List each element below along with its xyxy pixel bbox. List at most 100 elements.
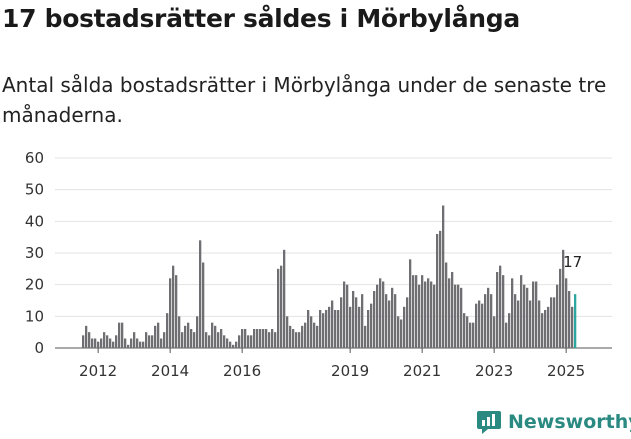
bar [382, 281, 385, 348]
bar [142, 341, 145, 348]
bar [532, 281, 535, 348]
bar [265, 329, 268, 348]
bar [193, 332, 196, 348]
x-tick-label-2016: 2016 [223, 362, 261, 380]
bar [418, 284, 421, 348]
chart-subtitle: Antal sålda bostadsrätter i Mörbylånga u… [2, 73, 607, 127]
bar [442, 205, 445, 348]
bar [205, 332, 208, 348]
bar [115, 335, 118, 348]
bar [562, 249, 565, 348]
bar [517, 300, 520, 348]
bar [553, 297, 556, 348]
bar [364, 325, 367, 348]
y-tick-label-30: 30 [25, 244, 44, 262]
axis-labels: 0 10 20 30 40 50 60 17 2012 2014 2016 2019 2021 2023 2… [25, 149, 585, 380]
bar [556, 284, 559, 348]
bar [394, 294, 397, 348]
bar [292, 329, 295, 348]
bar [247, 335, 250, 348]
bar [409, 259, 412, 348]
bar-chart: 0 10 20 30 40 50 60 17 2012 2014 2016 2019 2021 2023 2… [25, 149, 612, 380]
bar [385, 294, 388, 348]
bar [295, 332, 298, 348]
bar [520, 275, 523, 348]
bar [148, 335, 151, 348]
bar [469, 322, 472, 348]
bar [112, 341, 115, 348]
y-tick-label-20: 20 [25, 276, 44, 294]
bar [91, 338, 94, 348]
bar [463, 313, 466, 348]
bar [208, 335, 211, 348]
bar [250, 335, 253, 348]
x-tick-label-2014: 2014 [151, 362, 189, 380]
newsworthy-brand[interactable]: Newsworthy [476, 407, 631, 437]
highlight-value-label: 17 [563, 253, 582, 271]
bar [499, 265, 502, 348]
x-tick-label-2025: 2025 [547, 362, 585, 380]
bar [235, 341, 238, 348]
bar [547, 306, 550, 348]
x-tick-label-2019: 2019 [331, 362, 369, 380]
bar [331, 300, 334, 348]
gridlines [55, 157, 612, 353]
bar [85, 325, 88, 348]
bar [433, 284, 436, 348]
bar [568, 291, 571, 348]
bar [175, 275, 178, 348]
bar [550, 297, 553, 348]
bar [304, 322, 307, 348]
bar [259, 329, 262, 348]
bar [445, 262, 448, 348]
bar [106, 335, 109, 348]
bar [448, 278, 451, 348]
bar [484, 294, 487, 348]
bar [199, 240, 202, 348]
bar [391, 287, 394, 348]
bar [124, 338, 127, 348]
bar [349, 306, 352, 348]
bar [454, 284, 457, 348]
bar [268, 332, 271, 348]
bar [457, 284, 460, 348]
y-tick-label-0: 0 [34, 339, 44, 357]
bar [280, 265, 283, 348]
chart-title: 17 bostadsrätter såldes i Mörbylånga [2, 4, 520, 33]
bar [400, 319, 403, 348]
bar [139, 341, 142, 348]
bar [151, 335, 154, 348]
bar [232, 344, 235, 348]
bar [541, 313, 544, 348]
bar [361, 294, 364, 348]
bar [103, 332, 106, 348]
bar [370, 303, 373, 348]
bar [301, 325, 304, 348]
bar [313, 322, 316, 348]
bar [211, 322, 214, 348]
bar [514, 294, 517, 348]
bar [379, 278, 382, 348]
bar [160, 338, 163, 348]
bar [202, 262, 205, 348]
bar [340, 297, 343, 348]
bar [337, 310, 340, 348]
bar [88, 332, 91, 348]
bar [169, 278, 172, 348]
bar [346, 284, 349, 348]
bar [373, 291, 376, 348]
bar [328, 306, 331, 348]
bar [481, 303, 484, 348]
bar [229, 341, 232, 348]
bar [253, 329, 256, 348]
bar [538, 300, 541, 348]
bar [358, 306, 361, 348]
x-tick-label-2023: 2023 [475, 362, 513, 380]
bar [529, 300, 532, 348]
bar [439, 230, 442, 348]
bar [490, 294, 493, 348]
bar [451, 272, 454, 348]
bar [286, 316, 289, 348]
bars [82, 205, 577, 348]
bar [493, 316, 496, 348]
